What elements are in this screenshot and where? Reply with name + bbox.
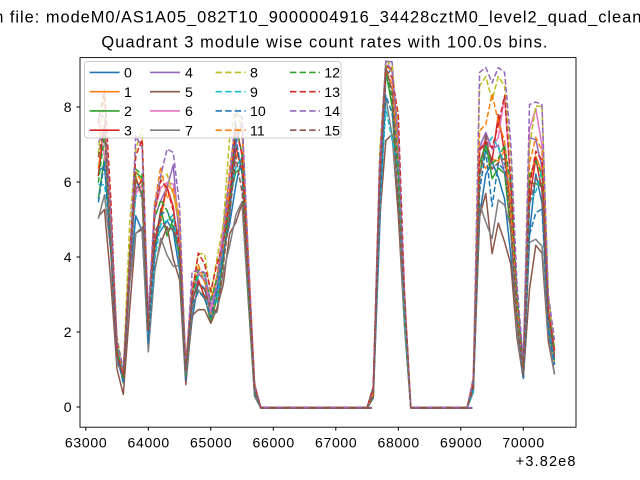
svg-text:+3.82e8: +3.82e8: [516, 454, 577, 470]
svg-text:15: 15: [324, 123, 340, 139]
svg-text:2: 2: [124, 104, 132, 120]
svg-text:64000: 64000: [127, 435, 169, 451]
svg-text:12: 12: [324, 66, 340, 82]
svg-text:Quadrant 3 module wise count r: Quadrant 3 module wise count rates with …: [101, 34, 548, 52]
svg-text:11: 11: [250, 123, 265, 139]
svg-text:2: 2: [64, 324, 72, 340]
svg-text:7: 7: [185, 123, 193, 139]
svg-text:6: 6: [185, 104, 193, 120]
svg-text:0: 0: [64, 399, 72, 415]
svg-text:65000: 65000: [190, 435, 232, 451]
svg-text:0: 0: [124, 66, 132, 82]
svg-text:14: 14: [324, 104, 340, 120]
svg-text:9: 9: [250, 85, 258, 101]
svg-text:1: 1: [124, 85, 132, 101]
svg-text:10: 10: [250, 104, 266, 120]
svg-text:13: 13: [324, 85, 340, 101]
svg-text:Lightcurve from file: modeM0/A: Lightcurve from file: modeM0/AS1A05_082T…: [0, 9, 640, 27]
svg-text:67000: 67000: [315, 435, 357, 451]
svg-text:70000: 70000: [502, 435, 544, 451]
svg-text:8: 8: [250, 66, 258, 82]
svg-text:63000: 63000: [65, 435, 107, 451]
svg-text:3: 3: [124, 123, 132, 139]
svg-text:4: 4: [185, 66, 193, 82]
svg-text:4: 4: [64, 249, 72, 265]
svg-text:68000: 68000: [377, 435, 419, 451]
svg-text:6: 6: [64, 174, 72, 190]
svg-text:66000: 66000: [252, 435, 294, 451]
svg-text:8: 8: [64, 99, 72, 115]
svg-text:5: 5: [185, 85, 193, 101]
svg-text:69000: 69000: [440, 435, 482, 451]
